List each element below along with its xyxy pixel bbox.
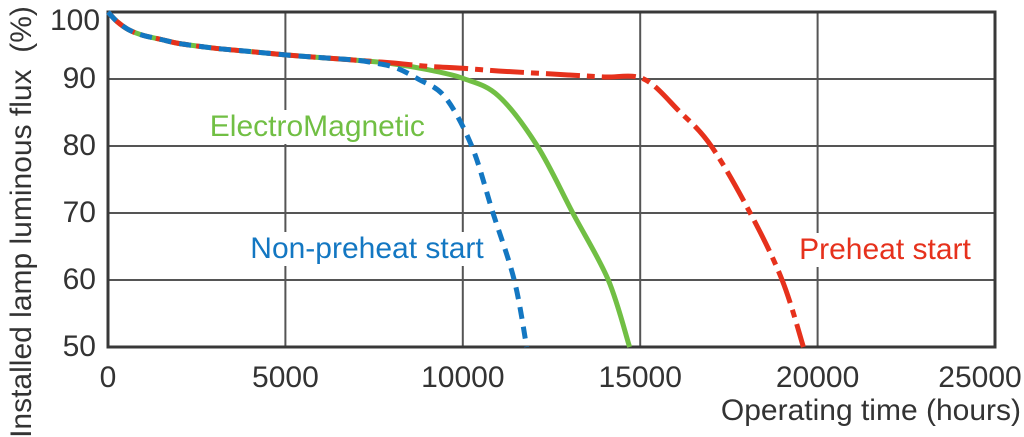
y-tick-label: 100: [50, 4, 101, 37]
y-tick-label: 80: [62, 129, 96, 162]
x-tick-label: 15000: [598, 361, 682, 394]
x-tick-label: 10000: [421, 361, 505, 394]
curve-preheat-start: [106, 10, 806, 348]
y-axis-title: Installed lamp luminous flux (%): [5, 6, 38, 437]
y-tick-label: 60: [62, 263, 96, 296]
plot-border: [106, 10, 997, 349]
x-tick-label: 0: [99, 361, 117, 394]
series-label-electromagnetic: ElectroMagnetic: [204, 110, 430, 145]
series-label-preheat-start: Preheat start: [794, 232, 976, 267]
series-label-non-preheat-start: Non-preheat start: [245, 232, 489, 267]
y-tick-label: 90: [62, 62, 96, 95]
x-tick-label: 25000: [938, 361, 1022, 394]
y-tick-label: 70: [62, 196, 96, 229]
x-axis-title: Operating time (hours): [720, 394, 1021, 427]
x-tick-label: 5000: [252, 361, 319, 394]
x-tick-label: 20000: [775, 361, 860, 394]
y-tick-label: 50: [62, 330, 96, 363]
curve-non-preheat-start: [106, 10, 530, 348]
